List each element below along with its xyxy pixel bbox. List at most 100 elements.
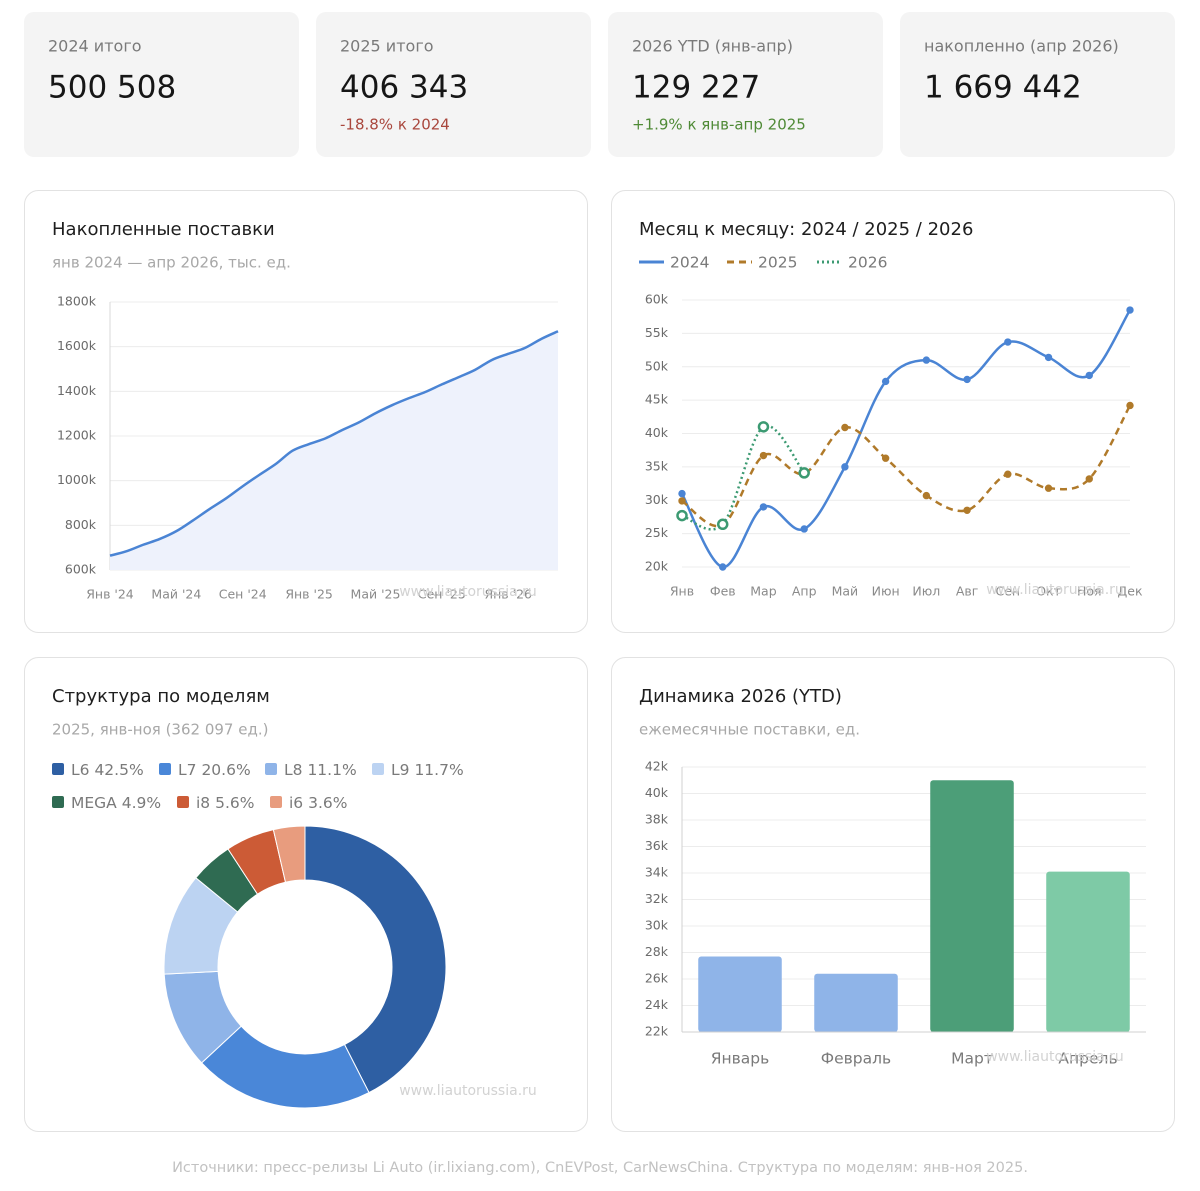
legend-name: L7 bbox=[178, 761, 197, 779]
chart-title: Структура по моделям bbox=[52, 686, 270, 707]
kpi-label: накопленно (апр 2026) bbox=[924, 37, 1119, 56]
x-tick-label: Июл bbox=[912, 584, 940, 599]
x-tick-label: Сен '25 bbox=[418, 587, 466, 602]
chart-subtitle: янв 2024 — апр 2026, тыс. ед. bbox=[52, 254, 291, 272]
point bbox=[922, 491, 931, 500]
x-tick-label: Май '25 bbox=[351, 587, 401, 602]
y-tick-label: 20k bbox=[645, 559, 669, 574]
legend-name: MEGA bbox=[71, 794, 117, 812]
point bbox=[1044, 353, 1053, 362]
point bbox=[963, 375, 971, 384]
point bbox=[719, 563, 727, 571]
x-tick-label: Янв bbox=[670, 584, 694, 599]
x-tick-label: Янв '24 bbox=[86, 587, 134, 602]
legend-label: L7 20.6% bbox=[178, 761, 251, 779]
y-tick-label: 32k bbox=[645, 891, 669, 906]
legend-label: L6 42.5% bbox=[71, 761, 144, 779]
cards bbox=[24, 12, 1175, 1132]
legend-name: L8 bbox=[284, 761, 303, 779]
y-tick-label: 25k bbox=[645, 525, 669, 540]
bar bbox=[698, 956, 782, 1032]
area bbox=[110, 331, 558, 570]
x-tick-label: Авг bbox=[956, 584, 979, 599]
legend-value: 5.6% bbox=[215, 794, 254, 812]
line bbox=[109, 330, 559, 557]
x-tick-label: Окт bbox=[1036, 584, 1061, 599]
bar bbox=[1046, 871, 1130, 1032]
kpi-value: 500 508 bbox=[48, 70, 176, 106]
x-tick-label: Янв '25 bbox=[285, 587, 333, 602]
chart-title: Накопленные поставки bbox=[52, 219, 275, 240]
point bbox=[1085, 475, 1093, 483]
y-tick-label: 34k bbox=[645, 865, 669, 880]
legend-label: L8 11.1% bbox=[284, 761, 357, 779]
x-tick-label: Ноя bbox=[1077, 584, 1102, 599]
y-tick-label: 1600k bbox=[57, 338, 97, 353]
x-tick-label: Май '24 bbox=[151, 587, 201, 602]
point bbox=[678, 497, 686, 505]
y-tick-label: 36k bbox=[645, 838, 669, 853]
y-tick-label: 35k bbox=[645, 458, 669, 473]
point bbox=[759, 451, 768, 460]
legend-label: 2025 bbox=[758, 254, 797, 272]
donut-segment bbox=[272, 825, 306, 883]
point bbox=[881, 454, 890, 462]
y-tick-label: 800k bbox=[65, 517, 97, 532]
y-tick-label: 38k bbox=[645, 812, 669, 827]
y-tick-label: 24k bbox=[645, 997, 669, 1012]
legend-label: 2026 bbox=[848, 254, 887, 272]
watermark: www.liautorussia.ru bbox=[986, 582, 1124, 598]
y-tick-label: 50k bbox=[645, 358, 669, 373]
kpi-label: 2024 итого bbox=[48, 37, 142, 56]
legend-name: L6 bbox=[71, 761, 90, 779]
x-tick-label: Сен '24 bbox=[219, 587, 267, 602]
point bbox=[678, 489, 686, 498]
kpi-card bbox=[24, 12, 299, 157]
legend-label: MEGA 4.9% bbox=[71, 794, 161, 812]
point bbox=[800, 525, 808, 533]
kpi-label: 2026 YTD (янв-апр) bbox=[632, 37, 793, 56]
point bbox=[716, 518, 729, 531]
x-tick-label: Январь bbox=[711, 1050, 770, 1068]
point bbox=[1126, 306, 1134, 314]
point bbox=[841, 463, 849, 471]
y-tick-label: 40k bbox=[645, 785, 669, 800]
x-tick-label: Мар bbox=[750, 584, 776, 599]
kpi-value: 406 343 bbox=[340, 70, 468, 106]
y-tick-label: 600k bbox=[65, 562, 97, 577]
y-tick-label: 1400k bbox=[57, 383, 97, 398]
y-tick-label: 1000k bbox=[57, 472, 97, 487]
legend-name: L9 bbox=[391, 761, 410, 779]
y-tick-label: 22k bbox=[645, 1024, 669, 1039]
x-tick-label: Май bbox=[832, 584, 859, 599]
watermark: www.liautorussia.ru bbox=[399, 584, 537, 600]
kpi-delta: -18.8% к 2024 bbox=[340, 116, 450, 134]
point bbox=[798, 467, 810, 479]
y-tick-label: 55k bbox=[645, 325, 669, 340]
x-tick-label: Февраль bbox=[821, 1050, 891, 1068]
y-tick-label: 26k bbox=[645, 971, 669, 986]
watermark: www.liautorussia.ru bbox=[399, 1083, 537, 1099]
point bbox=[1044, 484, 1053, 492]
kpi-label: 2025 итого bbox=[340, 37, 434, 56]
legend-value: 3.6% bbox=[308, 794, 347, 812]
kpi-card bbox=[316, 12, 591, 157]
x-tick-label: Апрель bbox=[1058, 1050, 1117, 1068]
point bbox=[841, 423, 849, 432]
y-tick-label: 45k bbox=[645, 392, 669, 407]
legend-value: 11.1% bbox=[307, 761, 356, 779]
point bbox=[759, 503, 768, 511]
legend-swatch bbox=[270, 796, 282, 808]
chart-card bbox=[24, 657, 588, 1132]
y-tick-label: 30k bbox=[645, 492, 669, 507]
footer: Источники: пресс-релизы Li Auto (ir.lixi… bbox=[172, 1160, 1028, 1176]
x-tick-label: Март bbox=[951, 1050, 993, 1068]
legend-swatch bbox=[52, 763, 64, 775]
y-tick-label: 42k bbox=[645, 759, 669, 774]
kpi-delta: +1.9% к янв-апр 2025 bbox=[632, 116, 806, 134]
legend-value: 11.7% bbox=[414, 761, 463, 779]
y-tick-label: 1800k bbox=[57, 294, 97, 309]
point bbox=[757, 421, 770, 433]
point bbox=[922, 356, 931, 364]
y-tick-label: 60k bbox=[645, 292, 669, 307]
